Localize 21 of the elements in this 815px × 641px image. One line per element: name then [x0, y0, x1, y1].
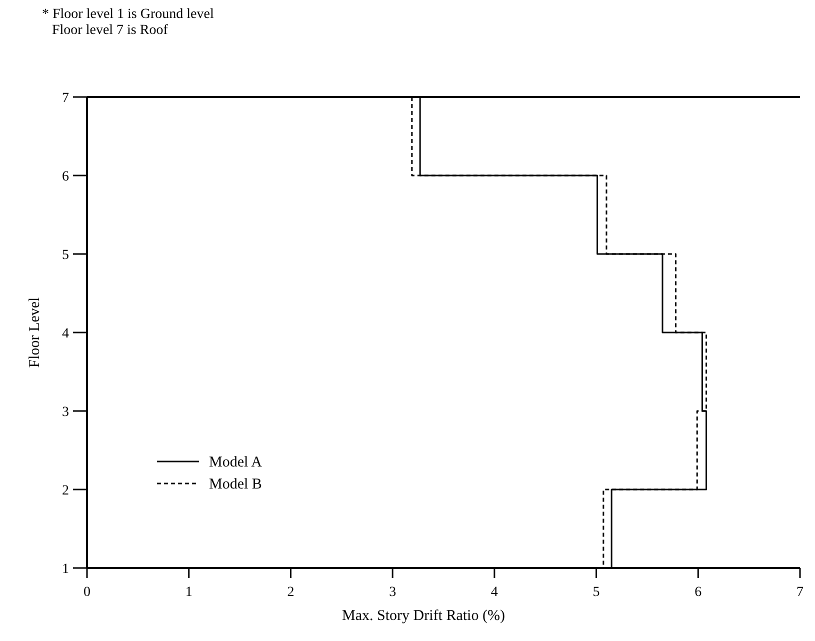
- text: * Floor level 1 is Ground level: [42, 7, 214, 22]
- legend-label: Model A: [209, 454, 262, 470]
- x-tick-label: 3: [389, 585, 396, 600]
- y-tick-label: 7: [62, 91, 69, 106]
- y-tick-label: 1: [62, 562, 69, 577]
- legend-label: Model B: [209, 476, 262, 492]
- x-tick-label: 7: [796, 585, 804, 600]
- x-tick-label: 6: [694, 585, 702, 600]
- y-axis-title: Floor Level: [27, 297, 43, 368]
- x-tick-label: 5: [592, 585, 600, 600]
- y-tick-label: 3: [62, 405, 69, 420]
- x-tick-label: 2: [287, 585, 294, 600]
- text: Floor level 7 is Roof: [52, 23, 168, 38]
- y-tick-label: 4: [62, 326, 69, 342]
- y-tick-label: 5: [62, 248, 69, 263]
- x-tick-label: 1: [185, 585, 192, 600]
- x-tick-label: 0: [84, 585, 90, 600]
- x-axis-title: Max. Story Drift Ratio (%): [342, 608, 505, 624]
- x-tick-label: 4: [490, 585, 498, 600]
- y-tick-label: 6: [62, 170, 69, 184]
- y-tick-label: 2: [62, 484, 69, 498]
